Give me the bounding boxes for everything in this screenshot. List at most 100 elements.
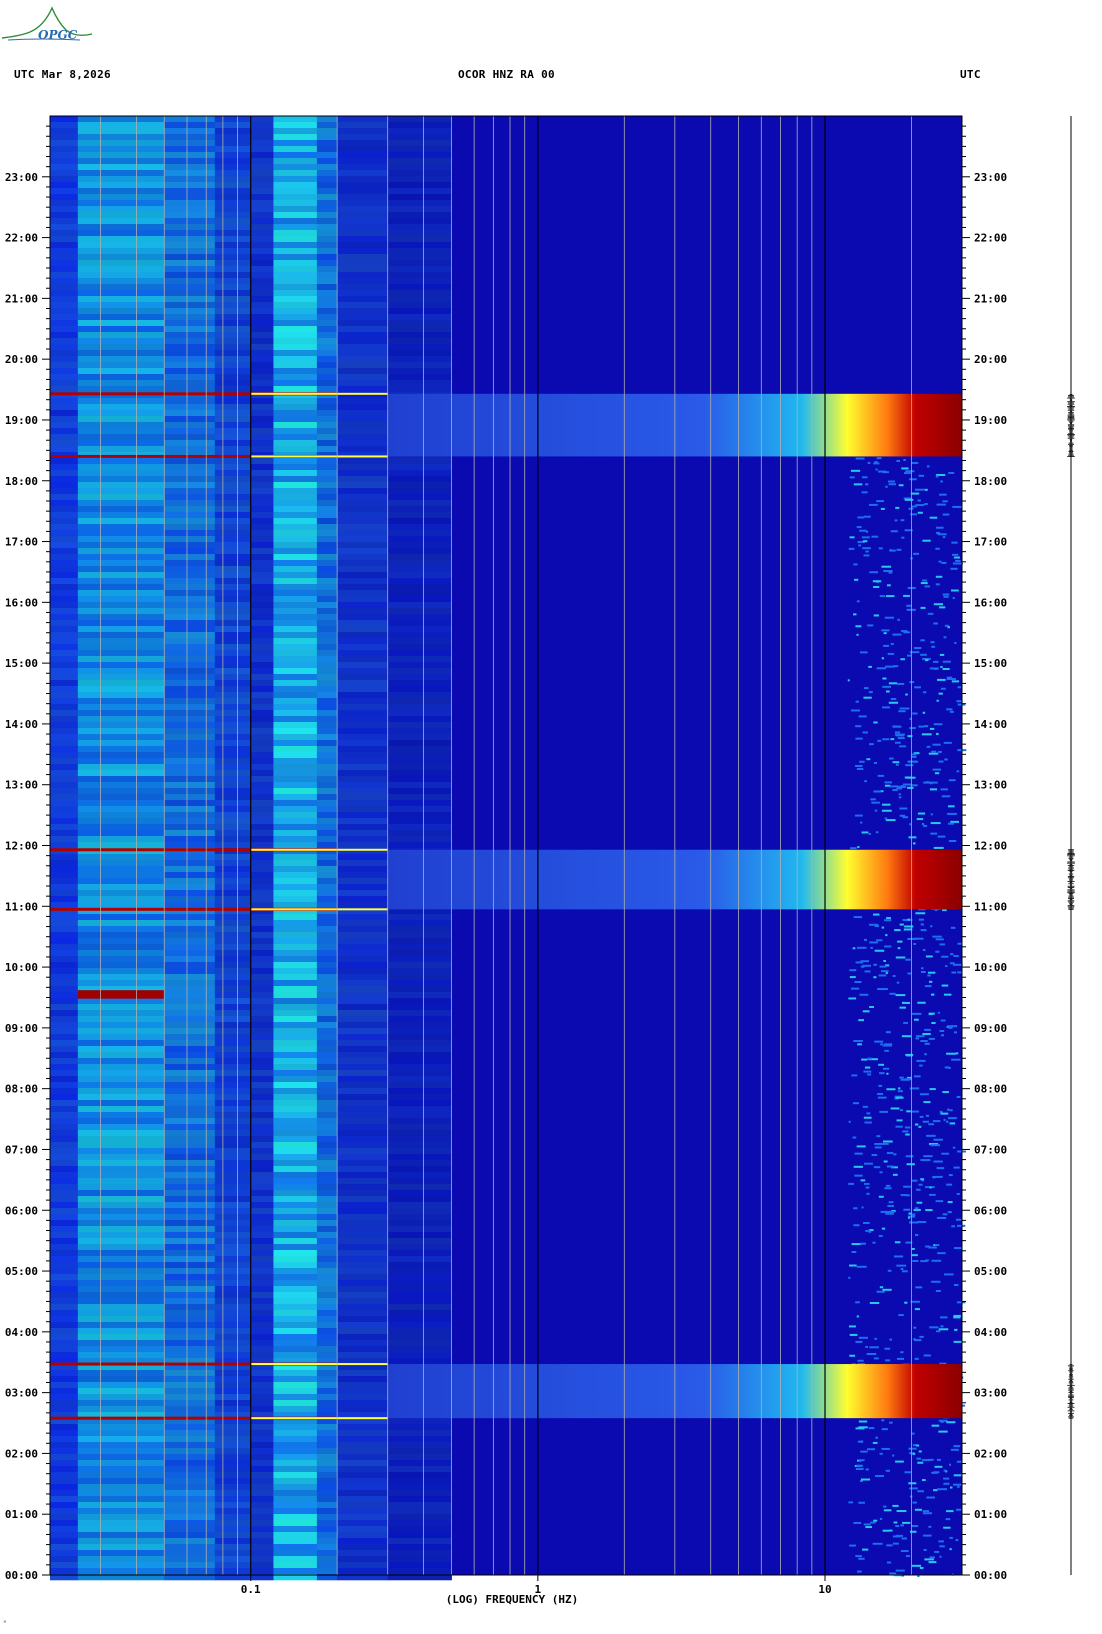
spectrogram-cell bbox=[77, 1334, 165, 1341]
spectrogram-cell bbox=[77, 1166, 165, 1173]
noise-speckle bbox=[933, 1489, 938, 1492]
spectrogram-cell bbox=[273, 1208, 318, 1215]
spectrogram-cell bbox=[250, 1190, 274, 1197]
spectrogram-cell bbox=[77, 842, 165, 849]
spectrogram-cell bbox=[337, 368, 389, 375]
spectrogram-cell bbox=[250, 1550, 274, 1557]
spectrogram-cell bbox=[273, 506, 318, 513]
noise-speckle bbox=[913, 942, 916, 945]
spectrogram-cell bbox=[50, 584, 79, 591]
noise-speckle bbox=[873, 462, 880, 465]
noise-speckle bbox=[866, 1192, 870, 1195]
noise-speckle bbox=[870, 1521, 876, 1524]
spectrogram-cell bbox=[337, 1232, 389, 1239]
spectrogram-cell bbox=[387, 1262, 452, 1269]
spectrogram-cell bbox=[164, 1208, 216, 1215]
spectrogram-cell bbox=[50, 794, 79, 801]
spectrogram-cell bbox=[273, 164, 318, 171]
spectrogram-cell bbox=[250, 692, 274, 699]
spectrogram-cell bbox=[387, 1310, 452, 1317]
noise-speckle bbox=[933, 1160, 943, 1163]
spectrogram-cell bbox=[164, 632, 216, 639]
spectrogram-cell bbox=[214, 254, 252, 261]
noise-speckle bbox=[869, 923, 879, 926]
noise-speckle bbox=[855, 1468, 864, 1471]
spectrogram-cell bbox=[316, 1370, 338, 1377]
spectrogram-cell bbox=[50, 1142, 79, 1149]
spectrogram-cell bbox=[214, 434, 252, 441]
noise-speckle bbox=[922, 711, 926, 714]
spectrogram-cell bbox=[50, 1442, 79, 1449]
spectrogram-cell bbox=[214, 896, 252, 903]
spectrogram-cell bbox=[77, 410, 165, 417]
y-tick-label-left: 15:00 bbox=[5, 657, 38, 670]
noise-speckle bbox=[881, 1419, 885, 1422]
noise-speckle bbox=[945, 965, 948, 968]
spectrogram-cell bbox=[250, 164, 274, 171]
noise-speckle bbox=[885, 1359, 891, 1362]
spectrogram-cell bbox=[387, 1202, 452, 1209]
spectrogram-cell bbox=[50, 914, 79, 921]
spectrogram-cell bbox=[250, 782, 274, 789]
noise-speckle bbox=[893, 1521, 898, 1524]
spectrogram-cell bbox=[273, 1310, 318, 1317]
noise-speckle bbox=[912, 1444, 917, 1447]
spectrogram-cell bbox=[164, 1418, 216, 1425]
spectrogram-cell bbox=[316, 680, 338, 687]
spectrogram-cell bbox=[164, 200, 216, 207]
spectrogram-cell bbox=[77, 1022, 165, 1029]
spectrogram-cell bbox=[77, 1424, 165, 1431]
spectrogram-cell bbox=[164, 278, 216, 285]
spectrogram-cell bbox=[316, 914, 338, 921]
spectrogram-cell bbox=[77, 878, 165, 885]
noise-speckle bbox=[883, 959, 886, 962]
spectrogram-cell bbox=[214, 1184, 252, 1191]
spectrogram-cell bbox=[387, 662, 452, 669]
spectrogram-cell bbox=[77, 134, 165, 141]
spectrogram-cell bbox=[77, 446, 165, 453]
spectrogram-cell bbox=[316, 1166, 338, 1173]
spectrogram-cell bbox=[164, 818, 216, 825]
spectrogram-cell bbox=[50, 1520, 79, 1527]
spectrogram-cell bbox=[273, 410, 318, 417]
spectrogram-cell bbox=[316, 572, 338, 579]
spectrogram-cell bbox=[337, 278, 389, 285]
spectrogram-cell bbox=[273, 1202, 318, 1209]
noise-speckle bbox=[874, 1146, 882, 1149]
spectrogram-cell bbox=[50, 1574, 79, 1581]
spectrogram-cell bbox=[387, 842, 452, 849]
spectrogram-cell bbox=[164, 1526, 216, 1533]
spectrogram-cell bbox=[387, 776, 452, 783]
spectrogram-cell bbox=[250, 1148, 274, 1155]
noise-speckle bbox=[885, 1031, 891, 1034]
spectrogram-cell bbox=[387, 524, 452, 531]
spectrogram-cell bbox=[77, 1196, 165, 1203]
spectrogram-cell bbox=[164, 992, 216, 999]
spectrogram-cell bbox=[316, 1490, 338, 1497]
spectrogram-cell bbox=[316, 1214, 338, 1221]
spectrogram-cell bbox=[77, 1412, 165, 1419]
spectrogram-cell bbox=[50, 1514, 79, 1521]
spectrogram-cell bbox=[214, 1172, 252, 1179]
spectrogram-cell bbox=[337, 1322, 389, 1329]
noise-speckle bbox=[873, 1166, 881, 1169]
noise-speckle bbox=[902, 1001, 905, 1004]
noise-speckle bbox=[896, 787, 903, 790]
spectrogram-cell bbox=[214, 830, 252, 837]
y-tick-label-left: 05:00 bbox=[5, 1265, 38, 1278]
noise-speckle bbox=[928, 1037, 935, 1040]
spectrogram-cell bbox=[214, 1460, 252, 1467]
y-tick-label-left: 06:00 bbox=[5, 1204, 38, 1217]
noise-speckle bbox=[867, 461, 871, 464]
spectrogram-cell bbox=[164, 1274, 216, 1281]
spectrogram-cell bbox=[50, 1460, 79, 1467]
spectrogram-cell bbox=[214, 782, 252, 789]
noise-speckle bbox=[950, 567, 958, 570]
noise-speckle bbox=[885, 934, 888, 937]
spectrogram-cell bbox=[50, 884, 79, 891]
noise-speckle bbox=[868, 832, 871, 835]
spectrogram-cell bbox=[273, 938, 318, 945]
spectrogram-cell bbox=[337, 596, 389, 603]
spectrogram-cell bbox=[273, 950, 318, 957]
